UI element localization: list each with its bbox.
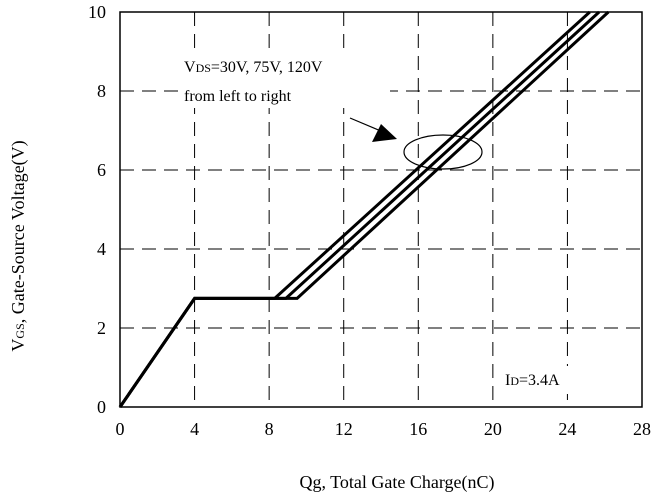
id-annotation-rest: =3.4A — [519, 372, 560, 389]
x-axis-title: Qg, Total Gate Charge(nC) — [299, 472, 494, 493]
x-tick-label: 8 — [265, 419, 274, 439]
vds-annotation-prefix: V — [184, 59, 196, 76]
x-tick-label: 28 — [633, 419, 651, 439]
x-tick-labels: 0 4 8 12 16 20 24 28 — [116, 419, 652, 439]
x-tick-label: 4 — [190, 419, 199, 439]
id-annotation-prefix: I — [505, 372, 510, 389]
y-axis-title: VGS, Gate-Source Voltage(V) — [8, 140, 29, 351]
x-tick-label: 0 — [116, 419, 125, 439]
y-tick-label: 4 — [97, 239, 106, 259]
y-tick-label: 2 — [97, 318, 106, 338]
vds-annotation-sub: DS — [196, 61, 211, 75]
y-tick-label: 6 — [97, 160, 106, 180]
vds-annotation-bg — [178, 50, 390, 108]
x-tick-label: 16 — [409, 419, 427, 439]
plot-frame — [119, 11, 643, 408]
y-tick-label: 8 — [97, 81, 106, 101]
x-tick-label: 20 — [484, 419, 502, 439]
vds-annotation-line2: from left to right — [184, 88, 292, 105]
x-tick-label: 24 — [558, 419, 576, 439]
y-tick-label: 0 — [97, 397, 106, 417]
y-axis-title-sub: GS — [13, 323, 27, 338]
y-tick-label: 10 — [88, 2, 106, 22]
id-annotation: ID=3.4A — [505, 372, 560, 389]
series-lines — [118, 10, 610, 408]
y-tick-labels: 0 2 4 6 8 10 — [88, 2, 106, 417]
x-tick-label: 12 — [335, 419, 353, 439]
vds-annotation: VDS=30V, 75V, 120V — [184, 59, 323, 76]
series-line-3 — [118, 10, 610, 408]
annotation-arrow-head — [372, 124, 397, 142]
annotation-ellipse — [403, 134, 483, 170]
y-axis-title-main: V — [8, 339, 28, 352]
id-annotation-sub: D — [510, 374, 519, 388]
vds-annotation-rest: =30V, 75V, 120V — [211, 59, 323, 76]
y-axis-title-rest: , Gate-Source Voltage(V) — [8, 140, 29, 323]
id-annotation-bg — [500, 366, 576, 394]
